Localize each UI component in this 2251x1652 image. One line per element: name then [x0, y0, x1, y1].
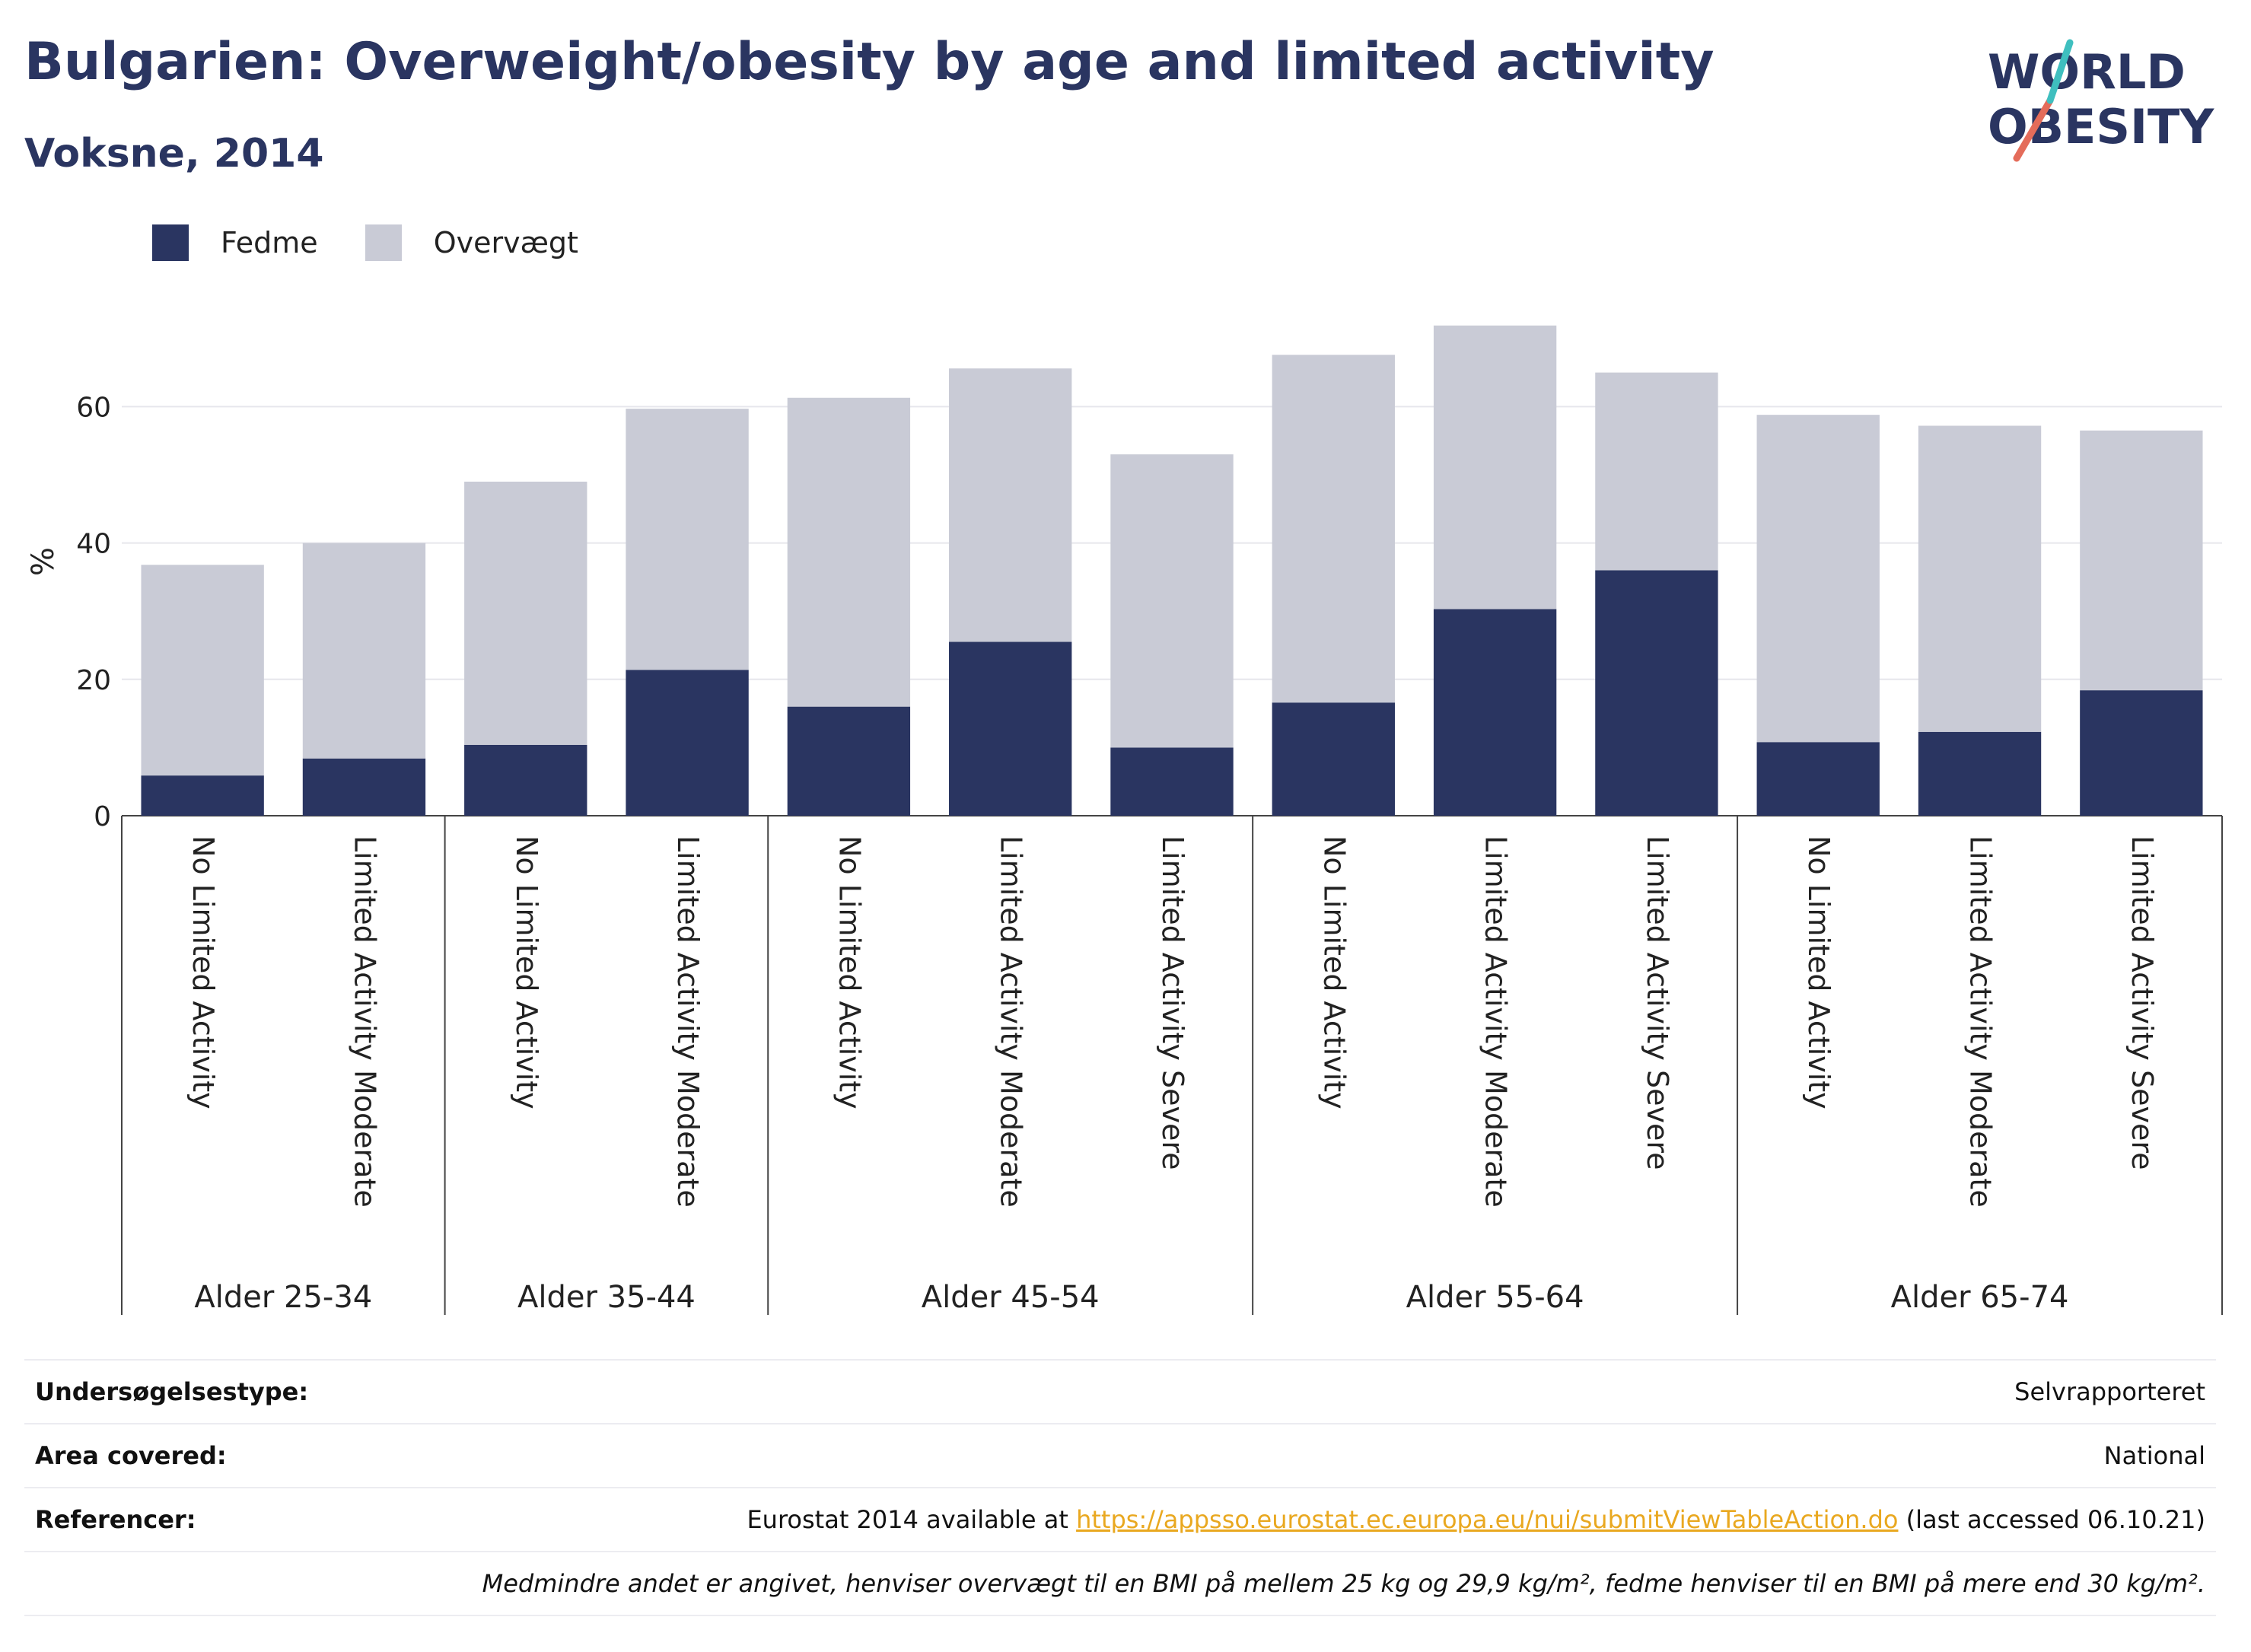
bar-overvaegt	[1756, 415, 1880, 743]
references-label: Referencer:	[35, 1505, 196, 1534]
bar-fedme	[1110, 747, 1234, 816]
bar-fedme	[1272, 702, 1395, 816]
bar-overvaegt	[141, 565, 264, 776]
info-row-survey-type: Undersøgelsestype: Selvrapporteret	[24, 1361, 2216, 1424]
category-label: Limited Activity Moderate	[671, 836, 705, 1208]
group-label: Alder 55-64	[1406, 1280, 1584, 1315]
references-suffix: (last accessed 06.10.21)	[1898, 1505, 2205, 1534]
group-label: Alder 35-44	[517, 1280, 696, 1315]
bar-fedme	[2080, 690, 2203, 816]
category-label: Limited Activity Moderate	[1964, 836, 1998, 1208]
group-label: Alder 65-74	[1891, 1280, 2069, 1315]
info-row-references: Referencer: Eurostat 2014 available at h…	[24, 1488, 2216, 1552]
y-tick-label: 0	[94, 801, 111, 832]
info-row-note: Medmindre andet er angivet, henviser ove…	[24, 1552, 2216, 1616]
bar-fedme	[302, 758, 426, 816]
legend-swatch-fedme	[152, 224, 189, 261]
category-label: Limited Activity Moderate	[995, 836, 1028, 1208]
legend-label-fedme: Fedme	[221, 226, 318, 259]
bar-overvaegt	[1272, 355, 1395, 703]
category-label: No Limited Activity	[1317, 836, 1351, 1109]
info-row-area: Area covered: National	[24, 1424, 2216, 1488]
y-tick-label: 20	[76, 665, 111, 696]
references-prefix: Eurostat 2014 available at	[747, 1505, 1077, 1534]
category-label: No Limited Activity	[1802, 836, 1836, 1109]
category-label: Limited Activity Severe	[1641, 836, 1674, 1170]
stacked-bar-chart: 0 20 40 60% No Limited Activity Limited Activ…	[26, 325, 2223, 1315]
area-label: Area covered:	[35, 1441, 227, 1470]
bar-fedme	[141, 775, 264, 816]
category-label: No Limited Activity	[833, 836, 866, 1109]
y-tick-label: 60	[76, 392, 111, 423]
references-link[interactable]: https://appsso.eurostat.ec.europa.eu/nui…	[1076, 1505, 1899, 1534]
group-label: Alder 45-54	[922, 1280, 1100, 1315]
bar-fedme	[464, 744, 587, 816]
logo-line1: WORLD	[1988, 44, 2186, 100]
y-axis-label: %	[26, 547, 61, 576]
bar-overvaegt	[2080, 430, 2203, 691]
survey-type-value: Selvrapporteret	[2014, 1377, 2205, 1406]
category-label: Limited Activity Severe	[1156, 836, 1189, 1170]
bar-overvaegt	[1595, 372, 1718, 571]
bar-overvaegt	[626, 409, 749, 670]
bar-overvaegt	[464, 481, 587, 745]
bar-fedme	[1595, 570, 1718, 816]
category-label: Limited Activity Moderate	[1479, 836, 1513, 1208]
category-label: No Limited Activity	[186, 836, 220, 1109]
group-label: Alder 25-34	[194, 1280, 372, 1315]
chart-title: Bulgarien: Overweight/obesity by age and…	[24, 32, 1715, 92]
legend-label-overvaegt: Overvægt	[433, 226, 578, 259]
bar-fedme	[787, 706, 911, 816]
info-table: Undersøgelsestype: Selvrapporteret Area …	[24, 1359, 2216, 1616]
bar-overvaegt	[302, 543, 426, 759]
area-value: National	[2103, 1441, 2205, 1470]
chart-subtitle: Voksne, 2014	[24, 131, 324, 177]
bar-overvaegt	[1110, 454, 1234, 748]
bar-overvaegt	[1433, 325, 1557, 610]
bar-overvaegt	[787, 397, 911, 707]
survey-type-label: Undersøgelsestype:	[35, 1377, 309, 1406]
bar-fedme	[949, 641, 1072, 816]
bar-overvaegt	[949, 368, 1072, 642]
bar-fedme	[1756, 742, 1880, 816]
bar-fedme	[1433, 609, 1557, 816]
category-label: No Limited Activity	[510, 836, 543, 1109]
category-label: Limited Activity Moderate	[348, 836, 381, 1208]
legend-item-overvaegt[interactable]: Overvægt	[365, 224, 578, 261]
category-label: Limited Activity Severe	[2125, 836, 2159, 1170]
bar-fedme	[626, 670, 749, 816]
references-value: Eurostat 2014 available at https://appss…	[747, 1505, 2205, 1534]
bmi-note: Medmindre andet er angivet, henviser ove…	[482, 1569, 2205, 1598]
legend-swatch-overvaegt	[365, 224, 402, 261]
y-tick-label: 40	[76, 529, 111, 560]
bar-fedme	[1918, 731, 2042, 816]
chart-legend: Fedme Overvægt	[152, 224, 626, 261]
legend-item-fedme[interactable]: Fedme	[152, 224, 318, 261]
world-obesity-logo: WORLD OBESITY	[1988, 39, 2214, 162]
bar-overvaegt	[1918, 425, 2042, 732]
